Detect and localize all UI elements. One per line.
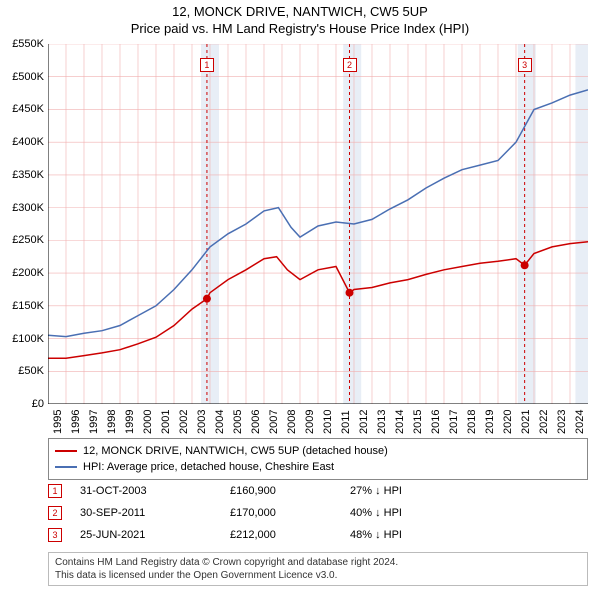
x-tick-label: 2005 xyxy=(232,410,244,434)
legend-label-property: 12, MONCK DRIVE, NANTWICH, CW5 5UP (deta… xyxy=(83,445,388,457)
legend-item-hpi: HPI: Average price, detached house, Ches… xyxy=(55,459,581,475)
x-tick-label: 1998 xyxy=(106,410,118,434)
x-tick-label: 2013 xyxy=(376,410,388,434)
y-tick-label: £550K xyxy=(0,38,44,50)
y-tick-label: £250K xyxy=(0,234,44,246)
x-tick-label: 1999 xyxy=(124,410,136,434)
transaction-date: 30-SEP-2011 xyxy=(80,507,230,519)
x-tick-label: 2008 xyxy=(286,410,298,434)
x-tick-label: 2020 xyxy=(502,410,514,434)
x-tick-label: 2015 xyxy=(412,410,424,434)
transaction-badge: 2 xyxy=(48,506,62,520)
x-tick-label: 2021 xyxy=(520,410,532,434)
x-tick-label: 2019 xyxy=(484,410,496,434)
y-tick-label: £500K xyxy=(0,71,44,83)
y-tick-label: £300K xyxy=(0,202,44,214)
x-tick-label: 1995 xyxy=(52,410,64,434)
x-tick-label: 1996 xyxy=(70,410,82,434)
transaction-row: 3 25-JUN-2021 £212,000 48% ↓ HPI xyxy=(48,524,588,546)
title-line-1: 12, MONCK DRIVE, NANTWICH, CW5 5UP xyxy=(0,4,600,19)
x-tick-label: 2006 xyxy=(250,410,262,434)
x-tick-label: 2009 xyxy=(304,410,316,434)
x-tick-label: 1997 xyxy=(88,410,100,434)
y-tick-label: £350K xyxy=(0,169,44,181)
chart-svg xyxy=(48,44,588,404)
x-tick-label: 2018 xyxy=(466,410,478,434)
legend-swatch-property xyxy=(55,450,77,452)
x-tick-label: 2004 xyxy=(214,410,226,434)
transaction-price: £212,000 xyxy=(230,529,350,541)
x-tick-label: 2022 xyxy=(538,410,550,434)
transaction-hpi-diff: 27% ↓ HPI xyxy=(350,485,470,497)
y-tick-label: £150K xyxy=(0,300,44,312)
x-tick-label: 2011 xyxy=(340,410,352,434)
transaction-badge: 1 xyxy=(48,484,62,498)
transaction-badge: 3 xyxy=(48,528,62,542)
x-tick-label: 2002 xyxy=(178,410,190,434)
footer-line-1: Contains HM Land Registry data © Crown c… xyxy=(55,556,581,569)
y-tick-label: £450K xyxy=(0,103,44,115)
footer-attribution: Contains HM Land Registry data © Crown c… xyxy=(48,552,588,586)
transaction-row: 2 30-SEP-2011 £170,000 40% ↓ HPI xyxy=(48,502,588,524)
y-tick-label: £0 xyxy=(0,398,44,410)
transaction-date: 31-OCT-2003 xyxy=(80,485,230,497)
titles: 12, MONCK DRIVE, NANTWICH, CW5 5UP Price… xyxy=(0,0,600,36)
y-tick-label: £200K xyxy=(0,267,44,279)
transaction-hpi-diff: 48% ↓ HPI xyxy=(350,529,470,541)
x-tick-label: 2001 xyxy=(160,410,172,434)
y-tick-label: £400K xyxy=(0,136,44,148)
x-tick-label: 2000 xyxy=(142,410,154,434)
event-marker-badge: 3 xyxy=(518,58,532,72)
y-tick-label: £50K xyxy=(0,365,44,377)
legend-swatch-hpi xyxy=(55,466,77,468)
legend-item-property: 12, MONCK DRIVE, NANTWICH, CW5 5UP (deta… xyxy=(55,443,581,459)
x-tick-label: 2014 xyxy=(394,410,406,434)
transaction-price: £160,900 xyxy=(230,485,350,497)
x-tick-label: 2023 xyxy=(556,410,568,434)
transaction-hpi-diff: 40% ↓ HPI xyxy=(350,507,470,519)
x-tick-label: 2017 xyxy=(448,410,460,434)
y-tick-label: £100K xyxy=(0,333,44,345)
chart-container: 12, MONCK DRIVE, NANTWICH, CW5 5UP Price… xyxy=(0,0,600,590)
x-tick-label: 2012 xyxy=(358,410,370,434)
legend: 12, MONCK DRIVE, NANTWICH, CW5 5UP (deta… xyxy=(48,438,588,480)
x-tick-label: 2024 xyxy=(574,410,586,434)
chart-area xyxy=(48,44,588,404)
legend-label-hpi: HPI: Average price, detached house, Ches… xyxy=(83,461,334,473)
event-marker-badge: 1 xyxy=(200,58,214,72)
x-tick-label: 2003 xyxy=(196,410,208,434)
x-tick-label: 2016 xyxy=(430,410,442,434)
transactions-table: 1 31-OCT-2003 £160,900 27% ↓ HPI 2 30-SE… xyxy=(48,480,588,546)
title-line-2: Price paid vs. HM Land Registry's House … xyxy=(0,21,600,36)
event-marker-badge: 2 xyxy=(343,58,357,72)
x-tick-label: 2007 xyxy=(268,410,280,434)
x-tick-label: 2010 xyxy=(322,410,334,434)
transaction-price: £170,000 xyxy=(230,507,350,519)
transaction-date: 25-JUN-2021 xyxy=(80,529,230,541)
footer-line-2: This data is licensed under the Open Gov… xyxy=(55,569,581,582)
transaction-row: 1 31-OCT-2003 £160,900 27% ↓ HPI xyxy=(48,480,588,502)
